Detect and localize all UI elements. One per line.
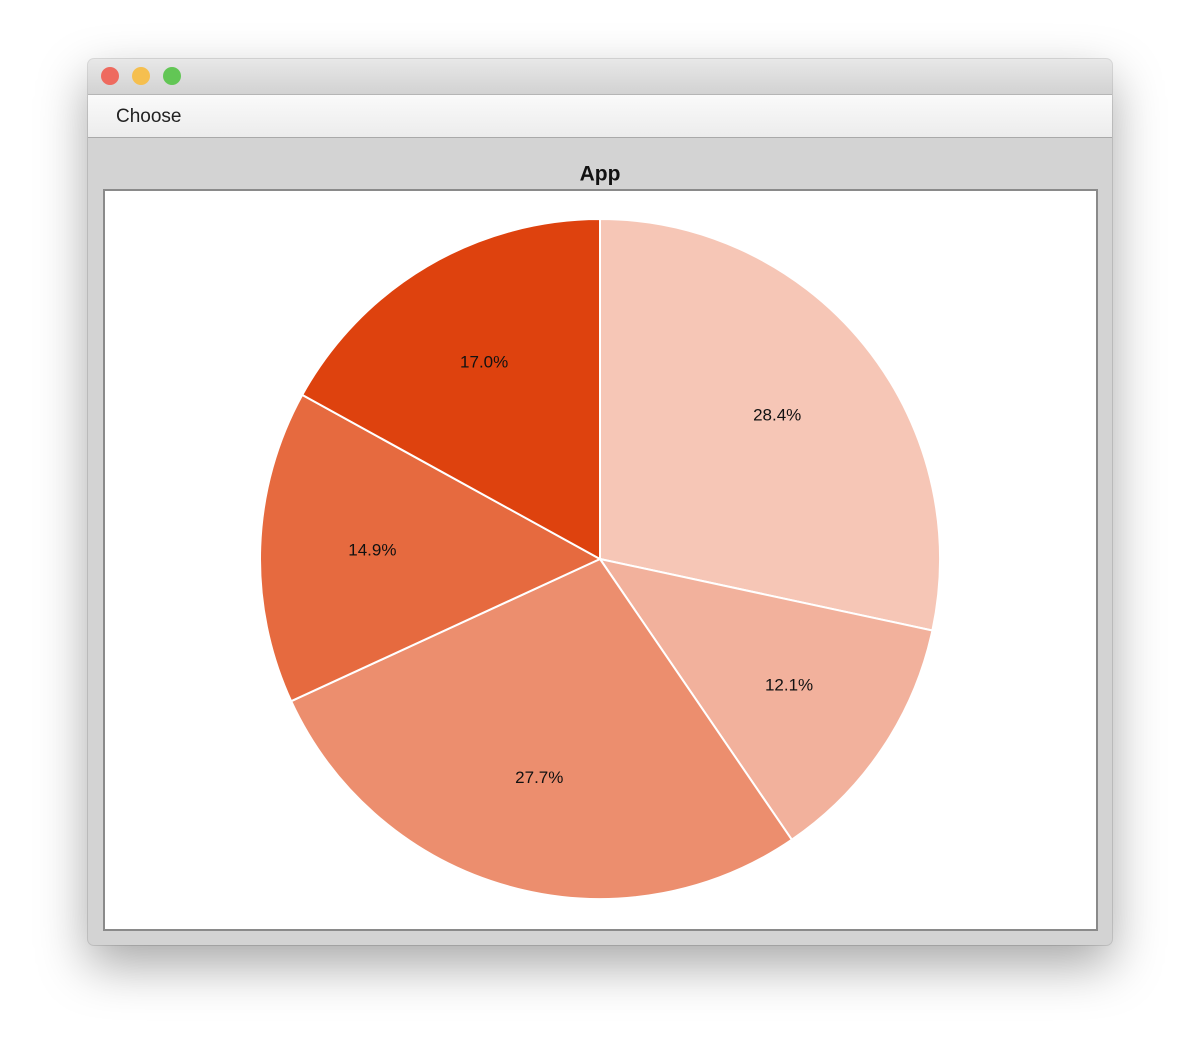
pie-slice [300,217,601,561]
data-label: 27.7% [515,768,563,787]
pie-slice [599,217,941,632]
menu-item[interactable]: Choose [116,106,182,127]
close-button[interactable] [101,67,119,85]
data-label: 17.0% [460,352,508,371]
pie-slice [597,557,934,842]
pie-slice [259,393,603,703]
zoom-button[interactable] [163,67,181,85]
data-label: 28.4% [753,405,801,424]
chart-title: App [580,163,621,186]
title-bar [88,59,1112,95]
data-label: 12.1% [765,676,813,695]
minimize-button[interactable] [132,67,150,85]
data-label: 14.9% [348,540,396,559]
menu-bar: Choose [88,95,1112,138]
